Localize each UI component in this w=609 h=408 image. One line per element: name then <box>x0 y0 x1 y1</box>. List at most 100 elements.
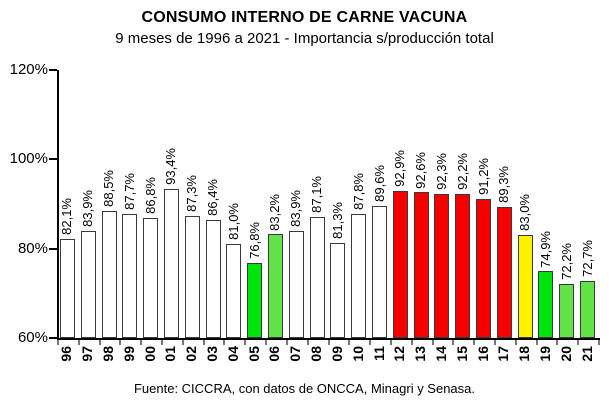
y-axis-tick <box>49 247 57 250</box>
x-axis-tick <box>327 340 330 345</box>
bar <box>476 198 492 338</box>
y-axis-line <box>57 70 59 340</box>
x-axis-tick <box>285 340 288 345</box>
y-axis-tick-label: 60% <box>17 329 48 346</box>
bar-value-label: 76,8% <box>246 222 262 259</box>
x-axis-tick <box>202 340 205 345</box>
y-axis-tick-label: 120% <box>9 61 48 78</box>
bar-value-label: 74,9% <box>537 230 553 268</box>
x-axis-tick <box>265 340 268 345</box>
bar-value-label: 92,2% <box>454 153 470 191</box>
bar-value-label: 81,3% <box>329 202 345 239</box>
bar-value-label: 72,7% <box>579 240 595 278</box>
x-axis-tick <box>389 340 392 345</box>
x-axis-label: 05 <box>245 346 262 362</box>
x-axis-tick <box>473 340 476 345</box>
x-axis-tick <box>57 340 59 345</box>
bar <box>101 210 117 338</box>
bar-value-label: 89,6% <box>371 164 387 202</box>
x-axis-tick <box>410 340 413 345</box>
bar-value-label: 91,2% <box>475 157 491 195</box>
x-axis-label: 10 <box>349 346 366 362</box>
x-axis-tick <box>577 340 580 345</box>
bar-value-label: 89,3% <box>496 166 512 204</box>
y-axis-tick-label: 80% <box>17 239 48 257</box>
y-axis-tick <box>49 337 57 339</box>
x-axis-line <box>57 338 600 340</box>
bar <box>517 235 533 338</box>
x-axis-label: 08 <box>308 346 325 362</box>
x-axis-tick <box>140 340 143 345</box>
x-axis-label: 04 <box>224 346 241 362</box>
bar <box>288 231 304 338</box>
bar <box>351 213 367 338</box>
bar <box>80 231 96 338</box>
x-axis-label: 16 <box>474 346 491 362</box>
y-axis-tick <box>49 158 57 161</box>
x-axis-tick <box>369 340 372 345</box>
bar <box>392 191 408 338</box>
x-axis-label: 21 <box>578 346 595 362</box>
x-axis-label: 96 <box>58 346 75 362</box>
bar-value-label: 87,3% <box>184 175 200 213</box>
source-caption: Fuente: CICCRA, con datos de ONCCA, Mina… <box>133 381 476 396</box>
x-axis-label: 14 <box>432 346 449 362</box>
bar <box>163 188 179 338</box>
x-axis-label: 19 <box>536 346 553 362</box>
chart-subtitle: 9 meses de 1996 a 2021 - Importancia s/p… <box>115 30 494 47</box>
x-axis-label: 97 <box>79 346 96 362</box>
chart-title: CONSUMO INTERNO DE CARNE VACUNA <box>141 9 468 26</box>
bar <box>372 205 388 338</box>
bar <box>309 216 325 338</box>
bar <box>184 216 200 338</box>
x-axis-tick <box>556 340 559 345</box>
bar <box>538 271 554 338</box>
x-axis-label: 18 <box>516 346 533 362</box>
x-axis-label: 11 <box>370 346 387 361</box>
bar <box>205 220 221 338</box>
x-axis-label: 99 <box>120 346 137 362</box>
x-axis-tick <box>431 340 434 345</box>
x-axis-label: 01 <box>162 346 179 362</box>
x-axis-tick <box>493 340 496 345</box>
bar <box>143 218 159 338</box>
bar-value-label: 86,8% <box>142 177 158 215</box>
y-axis-tick <box>49 69 57 71</box>
bar-value-label: 83,9% <box>80 190 96 228</box>
x-axis-tick <box>161 340 164 345</box>
bar-value-label: 82,1% <box>59 198 75 236</box>
x-axis-label: 98 <box>100 346 117 362</box>
x-axis-label: 02 <box>183 346 200 362</box>
x-axis-tick <box>181 340 184 345</box>
bar-value-label: 87,7% <box>121 173 137 211</box>
bar-value-label: 93,4% <box>163 147 179 185</box>
x-axis-label: 06 <box>266 346 283 362</box>
bar <box>413 192 429 338</box>
x-axis-tick <box>119 340 122 345</box>
x-axis-tick <box>98 340 101 345</box>
x-axis-tick <box>348 340 351 345</box>
x-axis-tick <box>306 340 309 345</box>
x-axis-tick <box>77 340 80 345</box>
bar-value-label: 72,2% <box>558 242 574 280</box>
bar-value-label: 86,4% <box>205 179 221 217</box>
bar-value-label: 87,1% <box>309 176 325 213</box>
bar <box>59 239 75 338</box>
x-axis-label: 03 <box>204 346 221 362</box>
x-axis-label: 13 <box>412 346 429 362</box>
bar-value-label: 87,8% <box>350 172 366 210</box>
bar <box>580 281 596 338</box>
x-axis-tick <box>452 340 455 345</box>
x-axis-tick <box>535 340 538 345</box>
bar-value-label: 92,6% <box>413 151 429 189</box>
bar <box>496 207 512 338</box>
x-axis-label: 12 <box>391 346 408 362</box>
bar-value-label: 81,0% <box>225 203 241 241</box>
bar <box>559 283 575 338</box>
bar-value-label: 88,5% <box>101 169 117 207</box>
x-axis-label: 20 <box>557 346 574 362</box>
bar <box>247 262 263 338</box>
bar <box>226 244 242 338</box>
